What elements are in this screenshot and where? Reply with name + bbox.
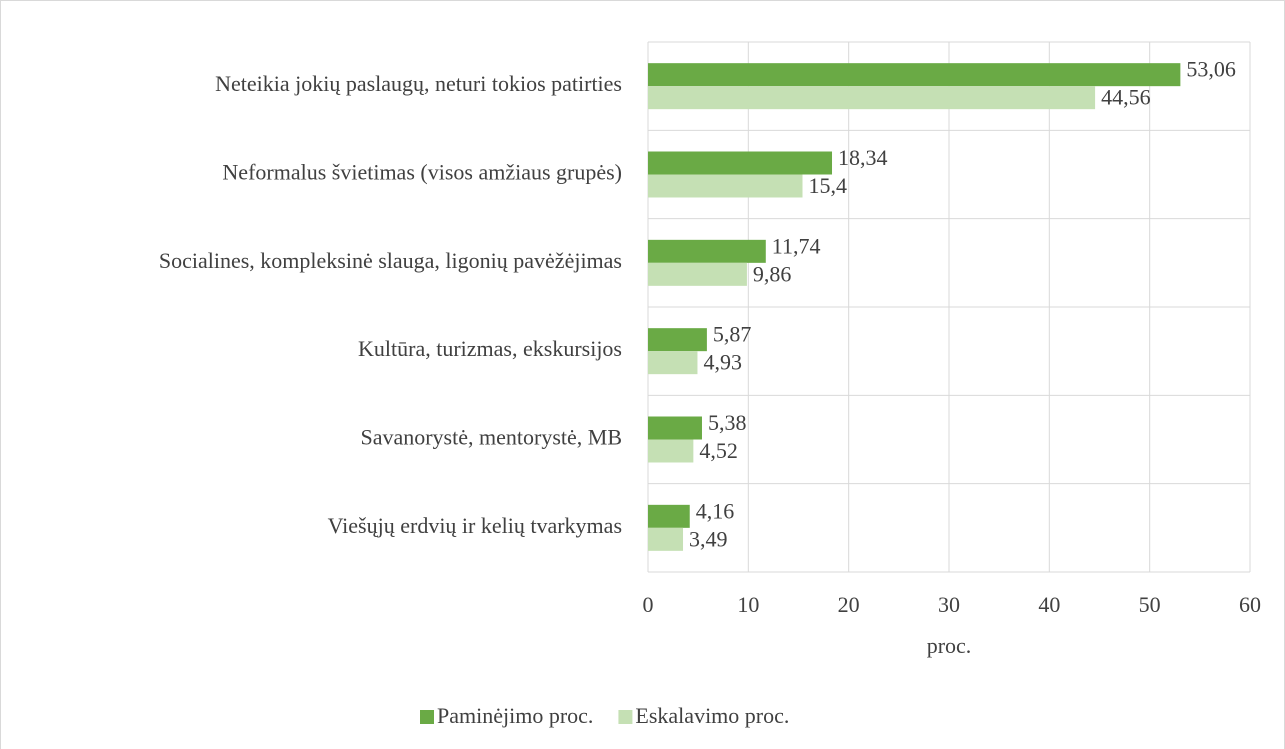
value-label: 11,74: [772, 233, 821, 258]
bar: [648, 63, 1181, 87]
x-tick-label: 40: [1038, 592, 1060, 617]
value-label: 4,16: [696, 498, 735, 523]
bar: [648, 262, 747, 286]
bar: [648, 351, 698, 375]
x-axis-label: proc.: [927, 633, 972, 658]
y-tick-label: Socialines, kompleksinė slauga, ligonių …: [159, 248, 622, 273]
bar: [648, 174, 803, 198]
bar: [648, 527, 684, 551]
value-label: 15,4: [809, 173, 848, 198]
legend-label: Eskalavimo proc.: [635, 703, 789, 728]
x-tick-label: 50: [1139, 592, 1161, 617]
value-label: 53,06: [1186, 57, 1236, 82]
value-label: 3,49: [689, 526, 728, 551]
value-label: 4,93: [703, 350, 742, 375]
legend-swatch: [420, 710, 434, 724]
legend-label: Paminėjimo proc.: [437, 703, 593, 728]
bar: [648, 328, 707, 352]
bar: [648, 86, 1096, 110]
y-tick-label: Savanorystė, mentorystė, MB: [360, 425, 622, 450]
x-tick-label: 60: [1239, 592, 1261, 617]
bar: [648, 439, 694, 463]
y-tick-label: Kultūra, turizmas, ekskursijos: [358, 336, 622, 361]
bar: [648, 239, 766, 263]
x-tick-label: 10: [737, 592, 759, 617]
value-label: 9,86: [753, 261, 792, 286]
value-label: 4,52: [699, 438, 738, 463]
bar: [648, 416, 702, 440]
y-tick-label: Neteikia jokių paslaugų, neturi tokios p…: [215, 71, 622, 96]
y-tick-label: Neformalus švietimas (visos amžiaus grup…: [222, 160, 622, 185]
value-label: 5,87: [713, 322, 752, 347]
x-tick-label: 20: [838, 592, 860, 617]
bar: [648, 151, 833, 175]
x-tick-label: 30: [938, 592, 960, 617]
x-tick-label: 0: [643, 592, 654, 617]
bar: [648, 504, 690, 528]
value-label: 18,34: [838, 145, 888, 170]
value-label: 44,56: [1101, 85, 1151, 110]
legend-swatch: [618, 710, 633, 724]
value-label: 5,38: [708, 410, 747, 435]
y-tick-label: Viešųjų erdvių ir kelių tvarkymas: [328, 513, 622, 538]
